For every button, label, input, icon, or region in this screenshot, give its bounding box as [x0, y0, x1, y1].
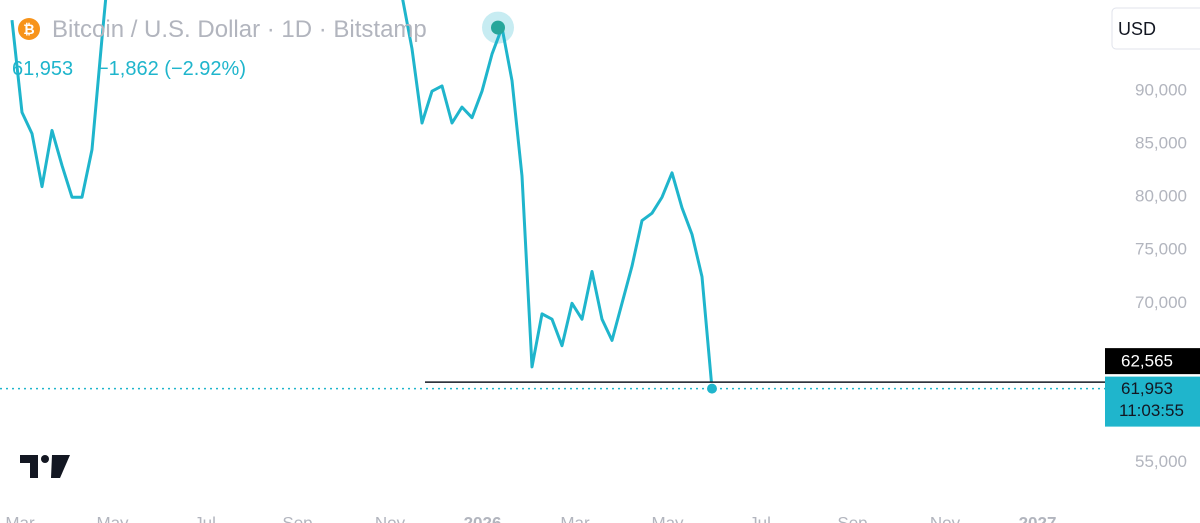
- x-tick-label: Jul: [194, 513, 216, 523]
- x-tick-label: Nov: [375, 513, 406, 523]
- symbol-title: Bitcoin / U.S. Dollar · 1D · Bitstamp: [52, 16, 427, 43]
- countdown-label: 11:03:55: [1119, 401, 1184, 420]
- currency-button[interactable]: [1111, 7, 1200, 50]
- y-tick-label: 75,000: [1135, 240, 1187, 259]
- price-line-label: 62,565: [1121, 352, 1173, 371]
- x-tick-label: May: [96, 513, 129, 523]
- last-price-label-bg: [1105, 376, 1200, 427]
- x-tick-label: Nov: [930, 513, 961, 523]
- legend-last: 61,953: [12, 58, 73, 80]
- y-tick-label: 70,000: [1135, 293, 1187, 312]
- last-price-label: 61,953: [1121, 379, 1173, 398]
- x-tick-label: Sep: [837, 513, 867, 523]
- x-tick-label: May: [651, 513, 684, 523]
- plot-area: [10, 0, 714, 389]
- bitcoin-icon-glyph: ₿: [23, 21, 34, 37]
- currency-label[interactable]: USD: [1118, 19, 1156, 39]
- tv-logo: [20, 455, 70, 478]
- y-tick-label: 85,000: [1135, 134, 1187, 153]
- x-tick-label: 2027: [1019, 513, 1057, 523]
- x-tick-label: Jul: [749, 513, 771, 523]
- last-dot: [705, 381, 719, 396]
- y-tick-label: 80,000: [1135, 187, 1187, 206]
- x-tick-label: Mar: [560, 513, 590, 523]
- peak-dot: [491, 20, 505, 35]
- y-tick-label: 90,000: [1135, 81, 1187, 100]
- x-tick-label: Sep: [282, 513, 312, 523]
- x-tick-label: Mar: [5, 513, 35, 523]
- legend-change: −1,862 (−2.92%): [97, 58, 246, 80]
- price-line-series: [10, 0, 714, 389]
- price-line-label-bg: [1105, 348, 1200, 375]
- bitcoin-icon: [18, 18, 40, 40]
- x-tick-label: 2026: [464, 513, 502, 523]
- y-tick-label: 55,000: [1135, 452, 1187, 471]
